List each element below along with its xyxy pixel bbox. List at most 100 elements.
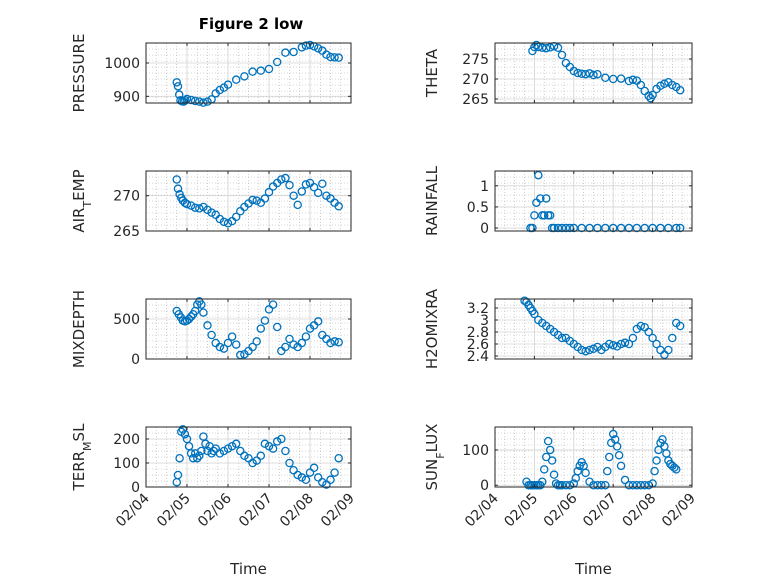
data-point — [173, 82, 183, 91]
y-tick-label: 900 — [113, 89, 140, 105]
data-point — [182, 199, 192, 209]
data-point — [199, 308, 208, 317]
x-tick-label: 02/08 — [277, 491, 317, 531]
subplot-h2omixra: 2.42.62.833.2 H2OMIXRA — [423, 288, 693, 369]
data-point — [557, 480, 567, 490]
x-tick-label: 02/05 — [501, 491, 541, 531]
data-point — [664, 223, 673, 233]
data-point — [557, 223, 567, 233]
data-point — [227, 441, 237, 451]
data-point — [569, 66, 579, 76]
y-tick-label: 0 — [480, 221, 489, 237]
data-point — [605, 452, 614, 462]
data-point — [297, 187, 307, 196]
data-series — [172, 173, 343, 228]
data-point — [664, 345, 673, 355]
subplot-terr: 0 100 200 TERRMSL 02/04 02/05 02/06 02/07 02/08 0… — [70, 423, 358, 578]
data-point — [334, 453, 343, 463]
data-point — [632, 480, 642, 490]
data-point — [215, 85, 225, 95]
data-series — [526, 170, 685, 233]
data-point — [256, 451, 266, 461]
data-point — [305, 40, 315, 50]
data-point — [538, 43, 547, 53]
data-point — [330, 468, 339, 477]
data-point — [301, 475, 311, 485]
y-tick-label: 0.5 — [467, 200, 489, 216]
data-point — [203, 321, 212, 330]
data-point — [281, 173, 290, 183]
y-tick-label: 270 — [113, 189, 140, 205]
y-axis-label: THETA — [423, 48, 441, 98]
data-point — [593, 69, 602, 79]
data-point — [593, 480, 602, 490]
y-tick-label: 2.4 — [467, 349, 489, 365]
x-tick-label: 02/06 — [541, 490, 581, 530]
data-point — [543, 436, 553, 446]
data-point — [309, 182, 319, 192]
axes-box — [494, 426, 693, 488]
axes-box — [145, 426, 352, 488]
x-tick-label: 02/07 — [236, 491, 276, 531]
data-point — [585, 345, 594, 355]
subplot-rainfall: 0 0.5 1 RAINFALL — [423, 165, 693, 237]
subplot-mixdepth: 0 500 MIXDEPTH — [70, 290, 352, 368]
data-point — [252, 456, 261, 465]
data-point — [272, 57, 282, 67]
data-point — [553, 43, 563, 53]
data-point — [293, 470, 302, 480]
data-series — [528, 40, 685, 103]
data-point — [313, 317, 323, 326]
data-point — [248, 195, 257, 205]
data-point — [301, 332, 311, 341]
data-series — [520, 296, 685, 360]
data-point — [660, 79, 669, 89]
data-point — [281, 342, 290, 352]
data-point — [326, 52, 335, 62]
y-axis-label: RAINFALL — [423, 165, 441, 236]
data-point — [264, 441, 274, 451]
data-point — [648, 333, 657, 343]
data-point — [231, 439, 241, 449]
data-point — [195, 97, 204, 106]
y-tick-label: 100 — [462, 443, 489, 459]
data-point — [289, 340, 298, 349]
y-tick-label: 1 — [480, 179, 489, 195]
data-point — [597, 480, 606, 490]
data-point — [670, 463, 679, 472]
data-point — [172, 175, 181, 184]
data-point — [585, 223, 594, 233]
data-point — [172, 78, 181, 87]
data-point — [675, 321, 685, 331]
minor-grid — [494, 171, 693, 231]
data-point — [281, 48, 290, 57]
x-axis-label: Time — [574, 560, 612, 578]
data-point — [652, 339, 661, 349]
data-point — [215, 342, 225, 352]
data-point — [620, 338, 630, 348]
data-point — [545, 43, 555, 52]
data-point — [268, 444, 278, 453]
data-point — [227, 332, 237, 341]
data-point — [173, 184, 183, 193]
data-point — [186, 449, 196, 458]
data-point — [285, 458, 294, 468]
data-point — [334, 53, 343, 62]
data-point — [207, 208, 216, 217]
data-point — [569, 223, 579, 233]
data-point — [223, 444, 233, 453]
data-point — [605, 339, 614, 349]
data-point — [640, 480, 649, 490]
subplot-pressure: 900 1000 PRESSURE — [70, 34, 352, 112]
data-point — [223, 338, 233, 348]
data-point — [608, 74, 618, 84]
data-point — [616, 461, 626, 471]
data-point — [313, 188, 323, 198]
data-point — [297, 338, 307, 348]
data-point — [184, 314, 194, 324]
data-point — [616, 74, 626, 83]
data-point — [215, 449, 225, 458]
data-point — [530, 309, 539, 319]
data-point — [608, 340, 618, 350]
